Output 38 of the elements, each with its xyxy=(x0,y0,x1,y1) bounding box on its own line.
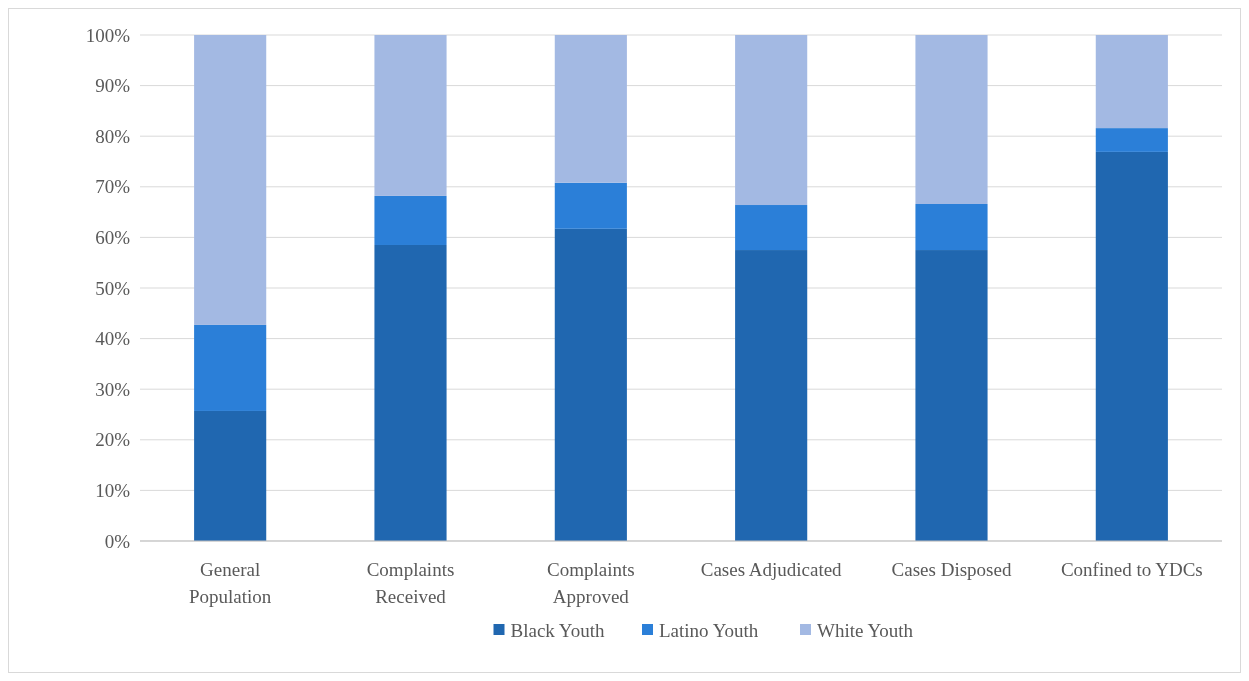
x-tick-label: Complaints Approved xyxy=(547,559,635,607)
bar xyxy=(374,195,447,245)
y-tick-label: 30% xyxy=(95,378,131,400)
bar xyxy=(735,250,808,541)
x-tick-label: Confined to YDCs xyxy=(1060,559,1203,580)
bar xyxy=(554,35,627,183)
y-tick-label: 10% xyxy=(95,480,131,502)
x-tick-label: General Population xyxy=(188,559,272,607)
y-tick-label: 40% xyxy=(95,328,131,350)
y-tick-label: 90% xyxy=(95,75,131,97)
legend-label: Black Youth xyxy=(510,619,605,641)
y-tick-label: 100% xyxy=(85,24,131,46)
y-tick-label: 50% xyxy=(95,277,131,299)
bar xyxy=(194,35,267,325)
x-tick-label: Cases Adjudicated xyxy=(700,559,843,580)
bar xyxy=(194,324,267,411)
bar xyxy=(554,182,627,229)
bar xyxy=(735,35,808,206)
bar xyxy=(1095,128,1168,152)
bar xyxy=(915,250,988,541)
y-tick-label: 80% xyxy=(95,125,131,147)
bar xyxy=(735,205,808,251)
bar xyxy=(374,244,447,541)
y-tick-label: 60% xyxy=(95,227,131,249)
bar xyxy=(915,204,988,251)
bar xyxy=(1095,35,1168,129)
x-tick-label: Complaints Received xyxy=(366,559,455,607)
bar xyxy=(374,35,447,196)
x-tick-label: Cases Disposed xyxy=(891,559,1012,580)
bar xyxy=(1095,151,1168,541)
y-tick-label: 0% xyxy=(104,530,131,552)
bar xyxy=(554,228,627,541)
bar xyxy=(194,410,267,541)
y-tick-label: 70% xyxy=(95,176,131,198)
legend-label: Latino Youth xyxy=(659,619,759,641)
y-tick-label: 20% xyxy=(95,429,131,451)
bar xyxy=(915,35,988,204)
legend-label: White Youth xyxy=(817,619,914,641)
